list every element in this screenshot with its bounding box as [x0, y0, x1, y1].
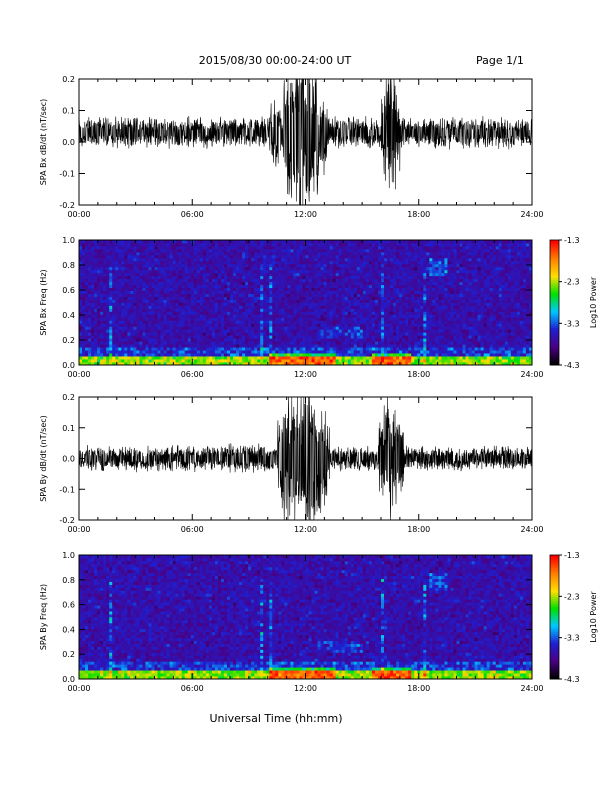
- y-tick-label: 0.0: [62, 138, 75, 147]
- panel-bx-timeseries: 00:00 06:00 12:00 18:00 24:00 -0.2 -0.1 0.0 0.1 0…: [39, 75, 544, 219]
- figure-title: 2015/08/30 00:00-24:00 UT: [199, 54, 352, 67]
- spectrogram-cells: [79, 240, 533, 366]
- y-tick-label: 0.8: [62, 576, 75, 585]
- colorbar-label: Log10 Power: [589, 276, 598, 328]
- x-tick-label: 24:00: [520, 684, 543, 693]
- y-tick-label: 0.4: [62, 625, 75, 634]
- y-tick-label: -0.2: [59, 516, 75, 525]
- colorbar-tick-label: -4.3: [564, 675, 580, 684]
- x-tick-label: 12:00: [294, 525, 317, 534]
- y-tick-label: 0.8: [62, 261, 75, 270]
- x-tick-label: 00:00: [67, 210, 90, 219]
- x-tick-label: 12:00: [294, 370, 317, 379]
- colorbar: -1.3 -2.3 -3.3 -4.3 Log10 Power: [549, 551, 598, 684]
- x-tick-label: 24:00: [520, 370, 543, 379]
- colorbar-frame: [549, 239, 560, 366]
- x-tick-label: 06:00: [181, 684, 204, 693]
- x-tick-label: 18:00: [407, 684, 430, 693]
- x-tick-label: 00:00: [67, 370, 90, 379]
- y-tick-label: 0.6: [62, 601, 75, 610]
- panel-by-timeseries: 00:00 06:00 12:00 18:00 24:00 -0.2 -0.1 0.0 0.1 0…: [39, 393, 544, 534]
- y-tick-label: 1.0: [62, 236, 75, 245]
- y-tick-label: 0.2: [62, 393, 75, 402]
- y-axis-label: SPA By dB/dt (nT/sec): [39, 415, 48, 502]
- colorbar-tick-label: -3.3: [564, 634, 580, 643]
- colorbar-tick-label: -2.3: [564, 278, 580, 287]
- x-tick-label: 12:00: [294, 684, 317, 693]
- y-tick-label: 0.6: [62, 286, 75, 295]
- x-tick-label: 06:00: [181, 525, 204, 534]
- x-tick-label: 18:00: [407, 210, 430, 219]
- y-axis-label: SPA Bx dB/dt (nT/sec): [39, 99, 48, 186]
- panel-by-spectrogram: -1.3 -2.3 -3.3 -4.3 Log10 Power 00:00 06:00 12:…: [39, 551, 598, 693]
- y-tick-label: 0.2: [62, 336, 75, 345]
- spectrogram-cells: [79, 555, 533, 680]
- colorbar-tick-label: -3.3: [564, 319, 580, 328]
- x-tick-label: 06:00: [181, 370, 204, 379]
- x-axis-label: Universal Time (hh:mm): [210, 712, 343, 725]
- y-axis-label: SPA By Freq (Hz): [39, 584, 48, 650]
- y-tick-label: 0.2: [62, 75, 75, 84]
- colorbar-tick-label: -4.3: [564, 361, 580, 370]
- y-tick-label: 0.4: [62, 311, 75, 320]
- y-axis-label: SPA Bx Freq (Hz): [39, 269, 48, 335]
- colorbar: -1.3 -2.3 -3.3 -4.3 Log10 Power: [549, 236, 598, 370]
- x-tick-label: 24:00: [520, 525, 543, 534]
- y-tick-label: 0.0: [62, 675, 75, 684]
- colorbar-label: Log10 Power: [589, 591, 598, 643]
- y-tick-label: -0.2: [59, 201, 75, 210]
- colorbar-frame: [549, 554, 560, 680]
- y-tick-label: 0.0: [62, 361, 75, 370]
- y-tick-label: 0.0: [62, 455, 75, 464]
- y-tick-label: -0.1: [59, 170, 75, 179]
- x-tick-label: 18:00: [407, 370, 430, 379]
- page-indicator: Page 1/1: [476, 54, 524, 67]
- colorbar-tick-label: -2.3: [564, 592, 580, 601]
- x-tick-label: 18:00: [407, 525, 430, 534]
- colorbar-tick-label: -1.3: [564, 236, 580, 245]
- series-line: [79, 79, 532, 205]
- y-tick-label: -0.1: [59, 485, 75, 494]
- y-tick-label: 0.1: [62, 107, 75, 116]
- y-tick-label: 0.1: [62, 424, 75, 433]
- x-tick-label: 00:00: [67, 525, 90, 534]
- x-tick-label: 00:00: [67, 684, 90, 693]
- x-tick-label: 06:00: [181, 210, 204, 219]
- panel-bx-spectrogram: -1.3 -2.3 -3.3 -4.3 Log10 Power 00:00 06:00 12:…: [39, 236, 598, 379]
- y-tick-label: 1.0: [62, 551, 75, 560]
- series-line: [79, 397, 532, 520]
- panels-group: 00:00 06:00 12:00 18:00 24:00 -0.2 -0.1 0.0 0.1 0…: [39, 75, 598, 693]
- colorbar-tick-label: -1.3: [564, 551, 580, 560]
- y-tick-label: 0.2: [62, 650, 75, 659]
- x-tick-label: 24:00: [520, 210, 543, 219]
- x-tick-label: 12:00: [294, 210, 317, 219]
